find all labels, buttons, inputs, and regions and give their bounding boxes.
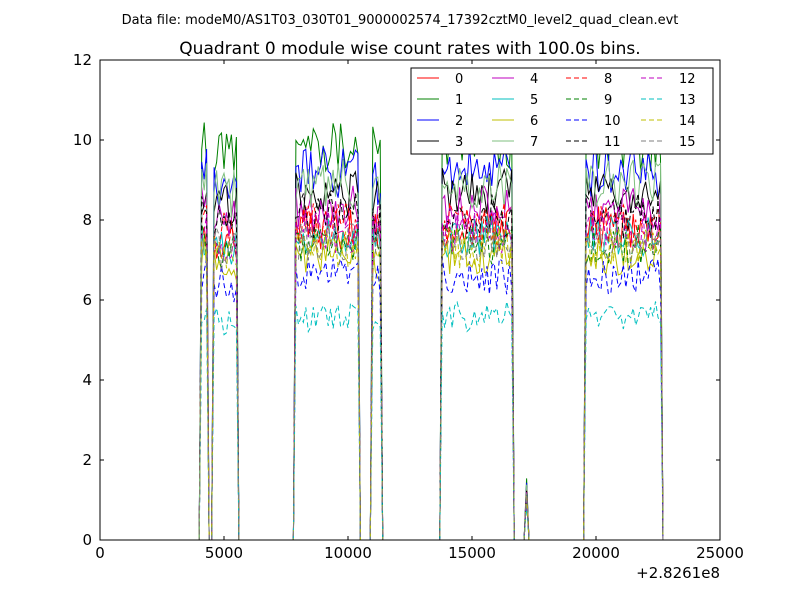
legend-label-7: 7 (530, 135, 538, 150)
legend-label-13: 13 (679, 93, 696, 108)
y-tick-label: 10 (73, 131, 92, 149)
legend-label-10: 10 (604, 114, 621, 129)
legend-label-4: 4 (530, 72, 538, 87)
legend-label-1: 1 (455, 93, 463, 108)
x-tick-label: 5000 (205, 544, 243, 562)
legend-label-11: 11 (604, 135, 621, 150)
y-tick-label: 2 (82, 451, 92, 469)
legend-label-0: 0 (455, 72, 463, 87)
y-tick-label: 4 (82, 371, 92, 389)
legend-label-2: 2 (455, 114, 463, 129)
legend-label-9: 9 (604, 93, 612, 108)
x-tick-label: 25000 (696, 544, 744, 562)
chart-title: Quadrant 0 module wise count rates with … (179, 39, 640, 59)
y-tick-label: 12 (73, 51, 92, 69)
x-tick-label: 20000 (572, 544, 620, 562)
legend-label-5: 5 (530, 93, 538, 108)
legend-label-3: 3 (455, 135, 463, 150)
y-tick-label: 8 (82, 211, 92, 229)
x-tick-label: 10000 (324, 544, 372, 562)
legend-label-8: 8 (604, 72, 612, 87)
legend-label-14: 14 (679, 114, 696, 129)
legend-label-12: 12 (679, 72, 696, 87)
figure-suptitle: Data file: modeM0/AS1T03_030T01_90000025… (122, 13, 679, 28)
x-offset-label: +2.8261e8 (636, 564, 720, 582)
x-tick-label: 0 (95, 544, 105, 562)
y-tick-label: 0 (82, 531, 92, 549)
legend-label-6: 6 (530, 114, 538, 129)
legend-label-15: 15 (679, 135, 696, 150)
legend-frame (410, 67, 714, 155)
y-tick-label: 6 (82, 291, 92, 309)
x-tick-label: 15000 (448, 544, 496, 562)
